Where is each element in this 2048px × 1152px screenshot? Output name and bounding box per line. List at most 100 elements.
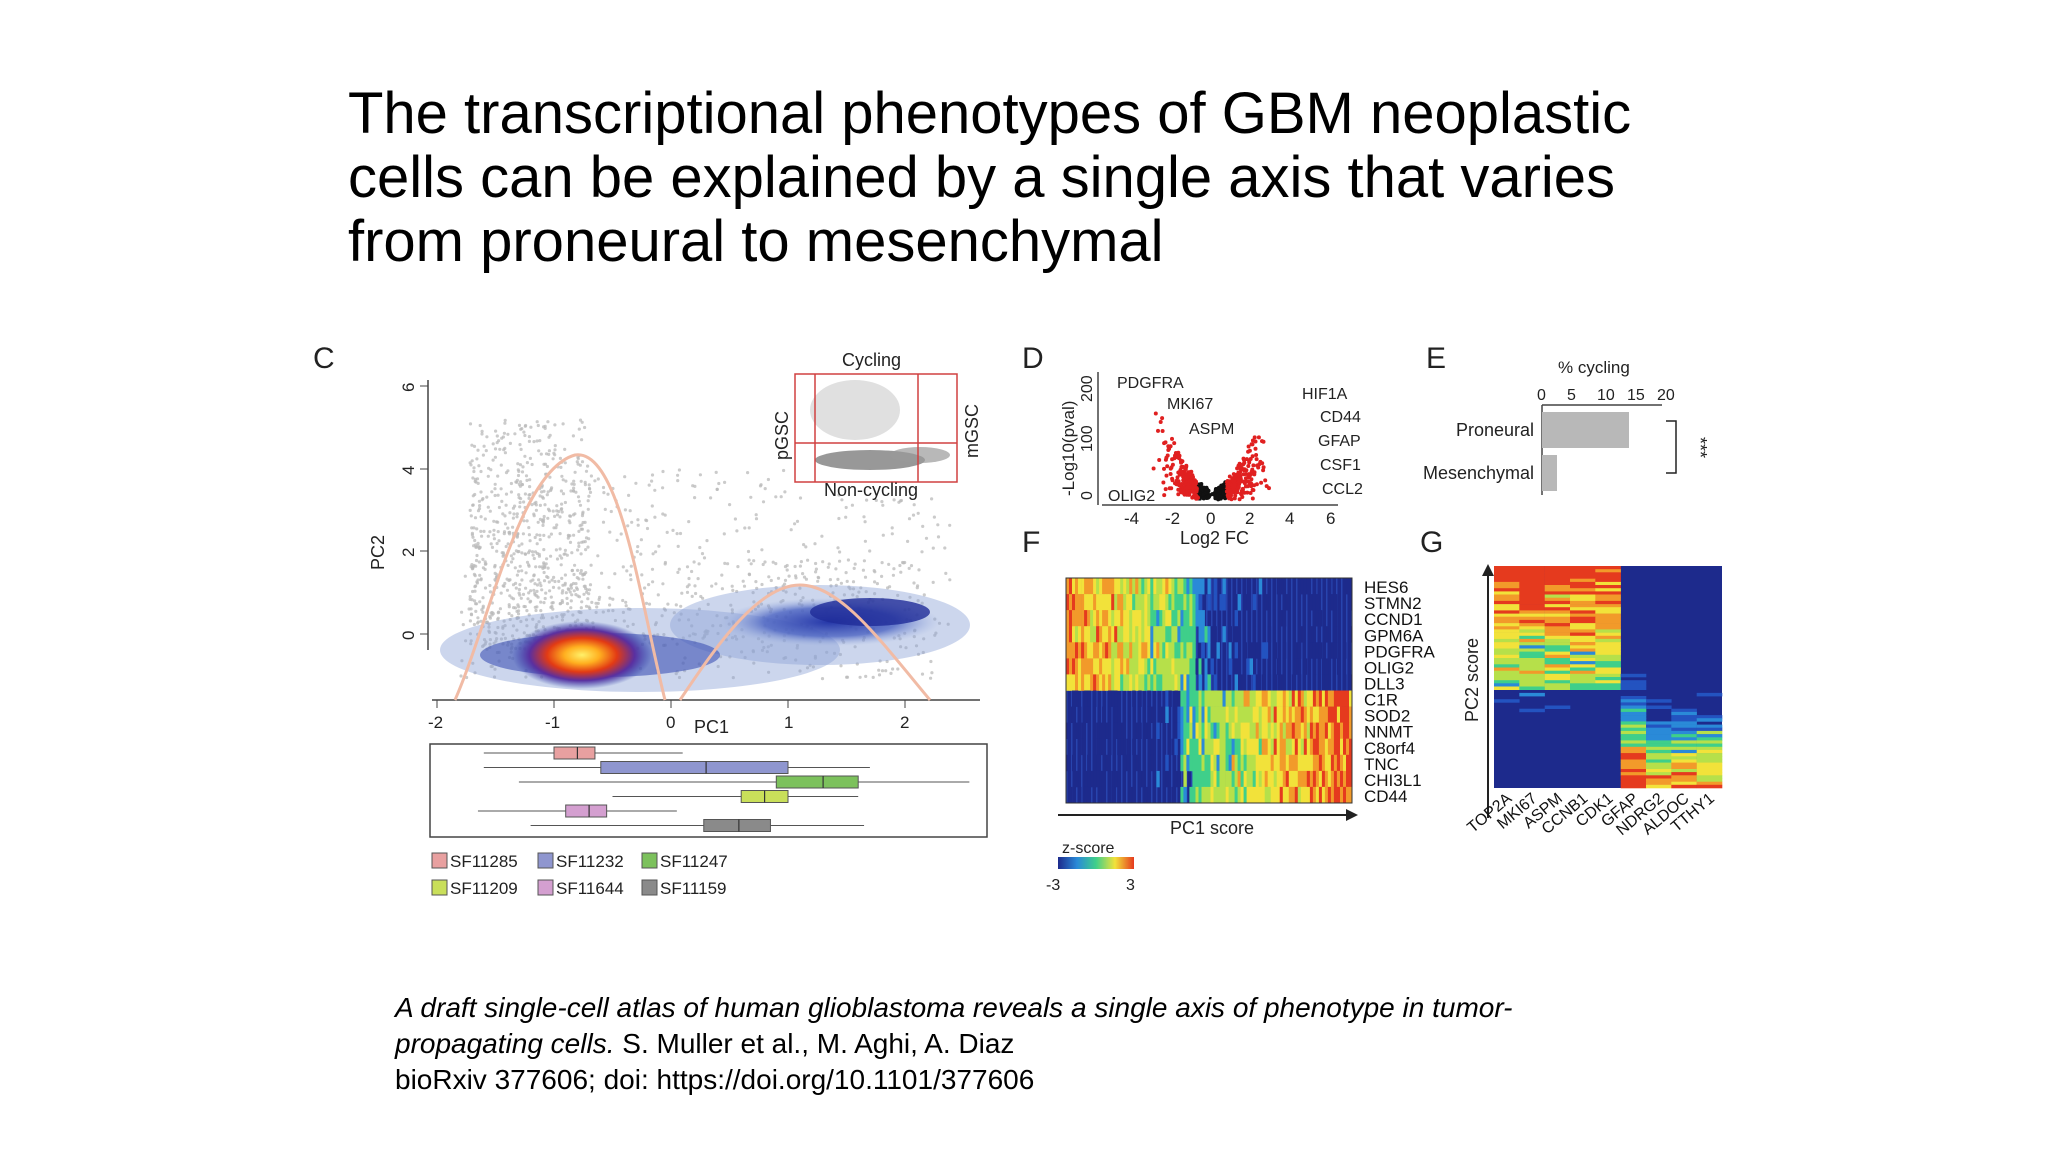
scatter-point <box>548 475 552 479</box>
scatter-point <box>752 661 756 665</box>
scatter-point <box>576 495 581 499</box>
scatter-point <box>931 546 935 550</box>
e-xtick-0: 0 <box>1537 387 1546 404</box>
scatter-point <box>608 603 612 607</box>
scatter-point <box>542 514 546 519</box>
panel-d-letter: D <box>1022 342 1044 375</box>
scatter-point <box>619 532 623 536</box>
scatter-point <box>514 586 518 590</box>
scatter-point <box>572 482 576 486</box>
volcano-point <box>1158 420 1163 424</box>
scatter-point <box>461 623 465 627</box>
scatter-point <box>560 576 564 581</box>
scatter-point <box>716 631 720 636</box>
volcano-point <box>1181 474 1186 479</box>
scatter-point <box>534 625 538 629</box>
scatter-point <box>880 574 884 579</box>
scatter-point <box>506 526 510 530</box>
scatter-point <box>479 515 483 519</box>
panel-g: G PC2 score TOP2AMKI67ASPMCCNB1CDK1GFAPN… <box>1420 526 1723 839</box>
citation-authors: S. Muller et al., M. Aghi, A. Diaz <box>614 1028 1015 1059</box>
volcano-point <box>1188 489 1192 494</box>
scatter-point <box>647 483 651 487</box>
scatter-point <box>493 493 497 498</box>
scatter-point <box>569 599 573 603</box>
scatter-point <box>527 563 531 567</box>
scatter-point <box>527 533 532 537</box>
scatter-point <box>583 540 587 544</box>
scatter-point <box>578 418 583 422</box>
scatter-point <box>481 557 485 562</box>
scatter-point <box>563 447 567 451</box>
scatter-point <box>538 439 542 443</box>
scatter-point <box>565 602 570 606</box>
scatter-point <box>531 617 535 621</box>
volcano-point <box>1218 494 1223 498</box>
volcano-point <box>1229 497 1234 502</box>
scatter-point <box>693 496 697 500</box>
scatter-point <box>487 625 491 629</box>
scatter-point <box>613 572 617 576</box>
scatter-point <box>851 587 856 591</box>
e-category-mesenchymal: Mesenchymal <box>1423 463 1534 483</box>
scatter-point <box>502 448 506 452</box>
scatter-point <box>493 630 497 635</box>
panel-f: F HES6STMN2CCND1GPM6APDGFRAOLIG2DLL3C1RS… <box>1022 526 1436 894</box>
scatter-point <box>831 591 835 595</box>
scatter-point <box>529 589 533 593</box>
scatter-point <box>546 516 550 520</box>
scatter-point <box>511 557 515 561</box>
scatter-point <box>492 537 496 541</box>
scatter-point <box>661 582 665 586</box>
scatter-point <box>477 560 481 564</box>
scatter-point <box>922 637 926 641</box>
scatter-point <box>908 595 912 599</box>
scatter-point <box>696 577 700 581</box>
scatter-point <box>495 573 499 577</box>
panel-f-heatmap <box>1066 578 1353 804</box>
scatter-point <box>624 600 628 604</box>
f-gene-ccnd1: CCND1 <box>1364 610 1423 629</box>
scatter-point <box>946 622 950 626</box>
scatter-point <box>880 669 885 673</box>
scatter-point <box>690 569 694 574</box>
volcano-point <box>1238 470 1243 474</box>
c-xtick-1: 1 <box>784 713 793 732</box>
scatter-point <box>504 503 508 507</box>
scatter-point <box>547 452 551 456</box>
scatter-point <box>532 514 536 518</box>
scatter-point <box>497 439 501 443</box>
scatter-point <box>628 509 632 513</box>
scatter-point <box>518 583 522 587</box>
scatter-point <box>596 477 600 481</box>
scatter-point <box>532 440 536 444</box>
volcano-point <box>1250 454 1255 459</box>
scatter-point <box>865 498 869 502</box>
scatter-point <box>582 572 587 576</box>
scatter-point <box>488 642 492 646</box>
scatter-point <box>715 614 719 618</box>
scatter-point <box>522 519 526 523</box>
scatter-point <box>608 596 612 600</box>
scatter-point <box>506 563 510 568</box>
scatter-point <box>517 493 521 497</box>
scatter-point <box>493 565 497 569</box>
scatter-point <box>793 592 797 596</box>
scatter-point <box>720 587 725 591</box>
scatter-point <box>697 607 702 611</box>
scatter-point <box>912 503 916 507</box>
scatter-point <box>510 525 515 529</box>
scatter-point <box>602 491 606 495</box>
inset-pgsc: pGSC <box>772 411 792 460</box>
scatter-point <box>537 554 542 558</box>
scatter-point <box>690 624 694 628</box>
scatter-point <box>793 522 797 526</box>
scatter-point <box>472 622 476 627</box>
scatter-point <box>473 671 477 675</box>
scatter-point <box>478 504 482 508</box>
scatter-point <box>492 641 496 645</box>
c-xtick-m1: -1 <box>545 713 560 732</box>
volcano-point <box>1248 491 1253 495</box>
volcano-point <box>1261 468 1266 473</box>
scatter-point <box>586 529 590 533</box>
